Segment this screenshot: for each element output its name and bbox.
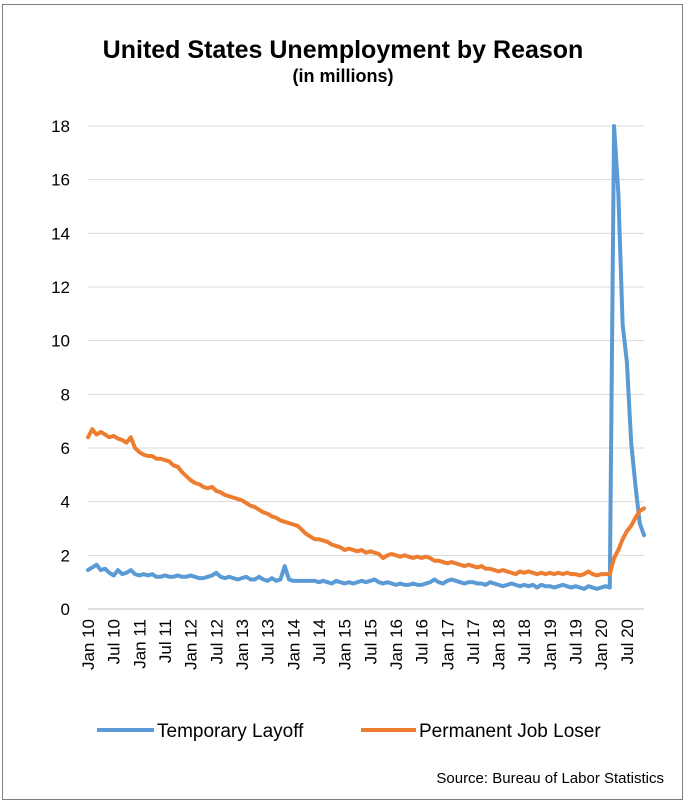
y-tick-label: 2 bbox=[61, 546, 70, 565]
x-tick-label: Jul 12 bbox=[207, 619, 226, 664]
x-tick-label: Jan 12 bbox=[182, 619, 201, 670]
x-tick-label: Jul 13 bbox=[259, 619, 278, 664]
x-tick-label: Jan 15 bbox=[336, 619, 355, 670]
x-tick-label: Jan 19 bbox=[541, 619, 560, 670]
x-tick-label: Jan 14 bbox=[284, 619, 303, 670]
legend-label-temporary-layoff: Temporary Layoff bbox=[157, 721, 304, 742]
x-tick-label: Jan 20 bbox=[592, 619, 611, 670]
series-line-permanent-job-loser bbox=[86, 427, 646, 578]
x-tick-label: Jan 13 bbox=[233, 619, 252, 670]
x-tick-label: Jul 14 bbox=[310, 619, 329, 664]
x-tick-label: Jan 16 bbox=[387, 619, 406, 670]
x-tick-label: Jul 11 bbox=[156, 619, 175, 663]
chart-subtitle: (in millions) bbox=[293, 66, 394, 86]
x-tick-label: Jan 17 bbox=[438, 619, 457, 670]
x-tick-label: Jan 10 bbox=[79, 619, 98, 670]
source-note: Source: Bureau of Labor Statistics bbox=[436, 770, 664, 787]
x-tick-label: Jan 11 bbox=[130, 619, 149, 669]
x-tick-label: Jul 18 bbox=[515, 619, 534, 664]
y-axis-ticks: 0 2 4 6 8 10 12 14 16 18 bbox=[51, 117, 70, 619]
x-tick-label: Jul 20 bbox=[618, 619, 637, 664]
y-tick-label: 8 bbox=[61, 385, 70, 404]
x-tick-label: Jul 16 bbox=[413, 619, 432, 664]
y-tick-label: 12 bbox=[51, 278, 70, 297]
series-line-temporary-layoff bbox=[86, 124, 646, 591]
y-tick-label: 0 bbox=[61, 600, 70, 619]
y-tick-label: 6 bbox=[61, 439, 70, 458]
gridlines bbox=[88, 125, 644, 556]
legend-label-permanent-job-loser: Permanent Job Loser bbox=[419, 721, 601, 742]
x-tick-label: Jan 18 bbox=[490, 619, 509, 670]
x-tick-label: Jul 17 bbox=[464, 619, 483, 664]
chart-frame bbox=[2, 4, 683, 800]
y-tick-label: 10 bbox=[51, 332, 70, 351]
series-lines bbox=[86, 124, 646, 591]
y-tick-label: 4 bbox=[61, 493, 70, 512]
x-tick-label: Jul 15 bbox=[361, 619, 380, 664]
chart-title: United States Unemployment by Reason bbox=[103, 36, 584, 64]
y-tick-label: 18 bbox=[51, 117, 70, 136]
y-tick-label: 16 bbox=[51, 171, 70, 190]
legend: Temporary Layoff Permanent Job Loser bbox=[97, 721, 601, 742]
x-tick-label: Jul 10 bbox=[105, 619, 124, 664]
x-axis-ticks: Jan 10 Jul 10 Jan 11 Jul 11 Jan 12 Jul 12 Jan … bbox=[79, 619, 637, 670]
y-tick-label: 14 bbox=[51, 224, 70, 243]
x-tick-label: Jul 19 bbox=[567, 619, 586, 664]
